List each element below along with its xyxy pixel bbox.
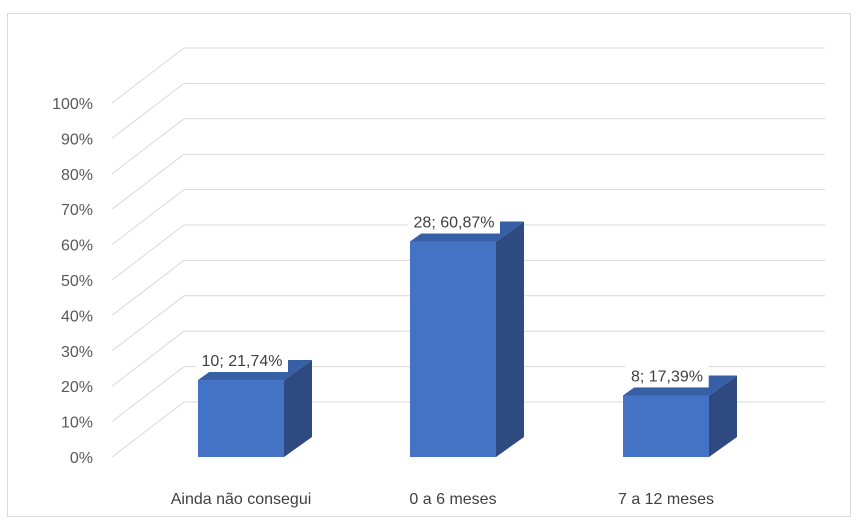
- gridline-floor: [111, 224, 185, 281]
- gridline-floor: [111, 47, 185, 104]
- bar-side: [284, 360, 312, 457]
- y-tick-label: 80%: [61, 167, 93, 184]
- y-tick-label: 100%: [52, 96, 93, 113]
- y-tick-label: 40%: [61, 308, 93, 325]
- x-category-label: Ainda não consegui: [171, 491, 312, 508]
- bar-side: [496, 221, 524, 457]
- gridline-floor: [111, 260, 185, 316]
- bars: 10; 21,74% 28; 60,87% 8; 17,39%: [196, 210, 737, 457]
- gridline-floor: [111, 83, 185, 139]
- data-label-background: [408, 210, 500, 234]
- data-label: 8; 17,39%: [631, 368, 703, 385]
- bar: [198, 380, 284, 457]
- x-category-label: 7 a 12 meses: [618, 491, 714, 508]
- bar-group: 10; 21,74%: [196, 349, 312, 457]
- data-label: 28; 60,87%: [414, 215, 495, 232]
- data-label-background: [196, 349, 288, 373]
- y-tick-label: 90%: [61, 131, 93, 148]
- gridline-floor: [111, 366, 185, 422]
- gridline-floor: [111, 189, 185, 245]
- y-tick-label: 60%: [61, 238, 93, 255]
- gridline-floor: [111, 295, 185, 352]
- y-tick-label: 20%: [61, 379, 93, 396]
- y-axis-ticks: 0% 10% 20% 30% 40% 50% 60% 70% 80% 90% 100%: [52, 96, 93, 467]
- bar: [410, 241, 496, 457]
- x-axis-labels: Ainda não consegui 0 a 6 meses 7 a 12 mese…: [171, 491, 714, 508]
- y-tick-label: 10%: [61, 415, 93, 432]
- y-tick-label: 30%: [61, 344, 93, 361]
- bar-group: 8; 17,39%: [623, 364, 737, 457]
- gridline-floor: [111, 153, 185, 210]
- gridline-floor: [111, 330, 185, 387]
- bar-side: [709, 375, 737, 457]
- data-label: 10; 21,74%: [202, 353, 283, 370]
- bar: [623, 395, 709, 457]
- y-tick-label: 70%: [61, 202, 93, 219]
- x-category-label: 0 a 6 meses: [409, 491, 496, 508]
- data-label-background: [625, 364, 709, 388]
- gridline-floor: [111, 401, 185, 458]
- bar-group: 28; 60,87%: [408, 210, 524, 457]
- y-tick-label: 50%: [61, 273, 93, 290]
- gridline-floor: [111, 118, 185, 175]
- y-tick-label: 0%: [70, 450, 93, 467]
